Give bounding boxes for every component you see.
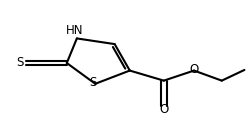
Text: S: S: [16, 56, 24, 70]
Text: O: O: [190, 63, 199, 76]
Text: S: S: [89, 76, 97, 89]
Text: HN: HN: [66, 24, 83, 37]
Text: O: O: [159, 103, 168, 116]
